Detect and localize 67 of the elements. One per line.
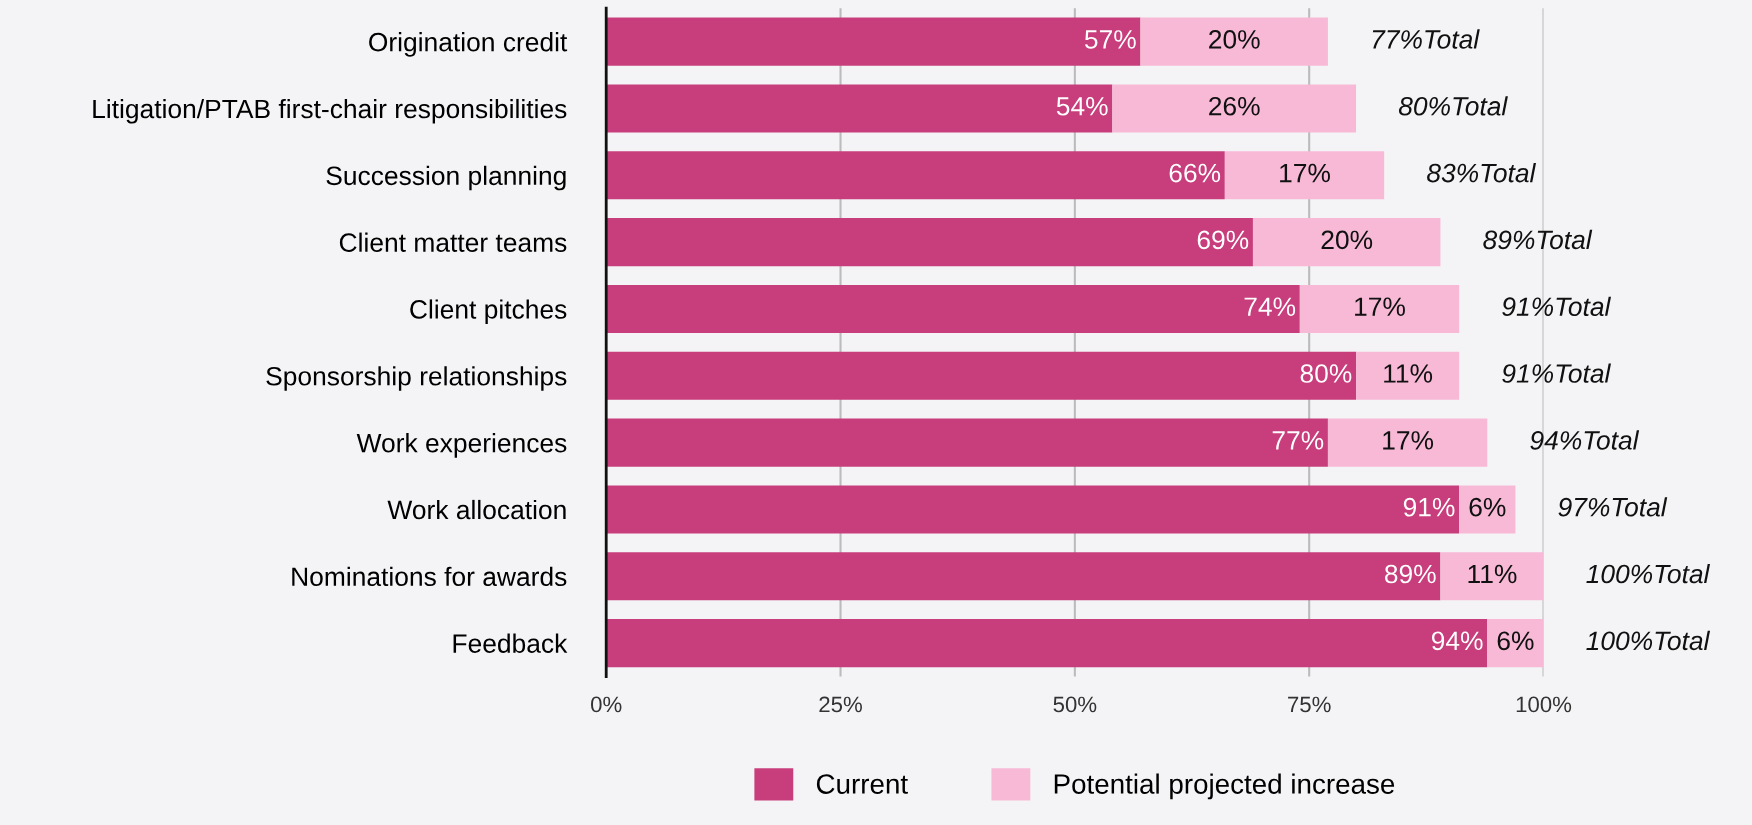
data-label: 11% <box>1384 364 1433 383</box>
y-tick-label: Work experiences <box>356 433 567 458</box>
bar <box>606 351 1357 400</box>
data-label: 94% <box>1431 631 1483 651</box>
data-label: 57% <box>1084 30 1136 49</box>
bar <box>1252 218 1441 267</box>
bar <box>606 552 1441 601</box>
bar <box>606 151 1225 200</box>
data-label: 20% <box>1321 230 1373 250</box>
data-label: 66% <box>1169 163 1221 183</box>
legend-label: Potential projected increase <box>1054 773 1395 800</box>
y-tick-label: Client matter teams <box>339 232 567 252</box>
data-label: 20% <box>1209 30 1260 49</box>
bar <box>1440 552 1544 601</box>
y-tick-label: Origination credit <box>369 32 568 57</box>
total-label: 80%Total <box>1398 96 1508 116</box>
data-label: 74% <box>1244 297 1296 316</box>
data-label: 17% <box>1355 297 1405 316</box>
y-tick-label: Work allocation <box>387 499 566 520</box>
x-tick-label: 25% <box>819 696 862 713</box>
data-label: 77% <box>1272 431 1324 450</box>
data-label: 54% <box>1056 97 1108 116</box>
total-label: 91%Total <box>1502 363 1611 383</box>
data-label: 6% <box>1497 631 1534 651</box>
x-tick-label: 50% <box>1053 696 1097 713</box>
data-label: 11% <box>1468 564 1517 584</box>
bar <box>606 84 1113 133</box>
bar <box>606 619 1488 668</box>
data-label: 91% <box>1403 497 1455 517</box>
data-label: 17% <box>1280 163 1330 183</box>
data-label: 17% <box>1383 431 1434 450</box>
data-label: 89% <box>1384 564 1436 584</box>
total-label: 77%Total <box>1372 29 1480 49</box>
y-tick-label: Feedback <box>453 633 568 653</box>
bar <box>1299 284 1460 334</box>
data-label: 80% <box>1300 364 1352 383</box>
bar <box>1112 84 1357 133</box>
bar <box>1487 619 1544 668</box>
bar <box>1327 418 1488 467</box>
total-label: 100%Total <box>1586 630 1711 651</box>
y-tick-label: Nominations for awards <box>292 566 567 587</box>
y-tick-label: Litigation/PTAB first-chair responsibilities <box>93 98 567 124</box>
y-tick-label: Succession planning <box>326 165 566 191</box>
total-label: 89%Total <box>1483 229 1593 250</box>
bar <box>606 418 1328 467</box>
y-tick-label: Sponsorship relationships <box>266 366 567 391</box>
bar <box>606 485 1460 534</box>
data-label: 26% <box>1209 96 1260 116</box>
bar <box>606 17 1141 66</box>
total-label: 97%Total <box>1558 497 1668 517</box>
total-label: 100%Total <box>1586 563 1711 584</box>
data-label: 69% <box>1197 230 1249 250</box>
total-label: 94%Total <box>1530 430 1640 450</box>
x-tick-label: 75% <box>1288 696 1331 713</box>
bar <box>1224 151 1385 200</box>
x-tick-label: 100% <box>1516 696 1572 713</box>
data-label: 6% <box>1469 497 1506 517</box>
bar <box>1356 351 1460 400</box>
total-label: 91%Total <box>1502 296 1611 317</box>
legend-label: Current <box>816 774 908 794</box>
bar <box>1459 485 1516 534</box>
bar <box>606 218 1253 267</box>
bar <box>606 284 1300 334</box>
total-label: 83%Total <box>1427 163 1537 183</box>
y-tick-label: Client pitches <box>410 299 567 324</box>
bar <box>1140 17 1328 66</box>
x-tick-label: 0% <box>591 696 622 713</box>
